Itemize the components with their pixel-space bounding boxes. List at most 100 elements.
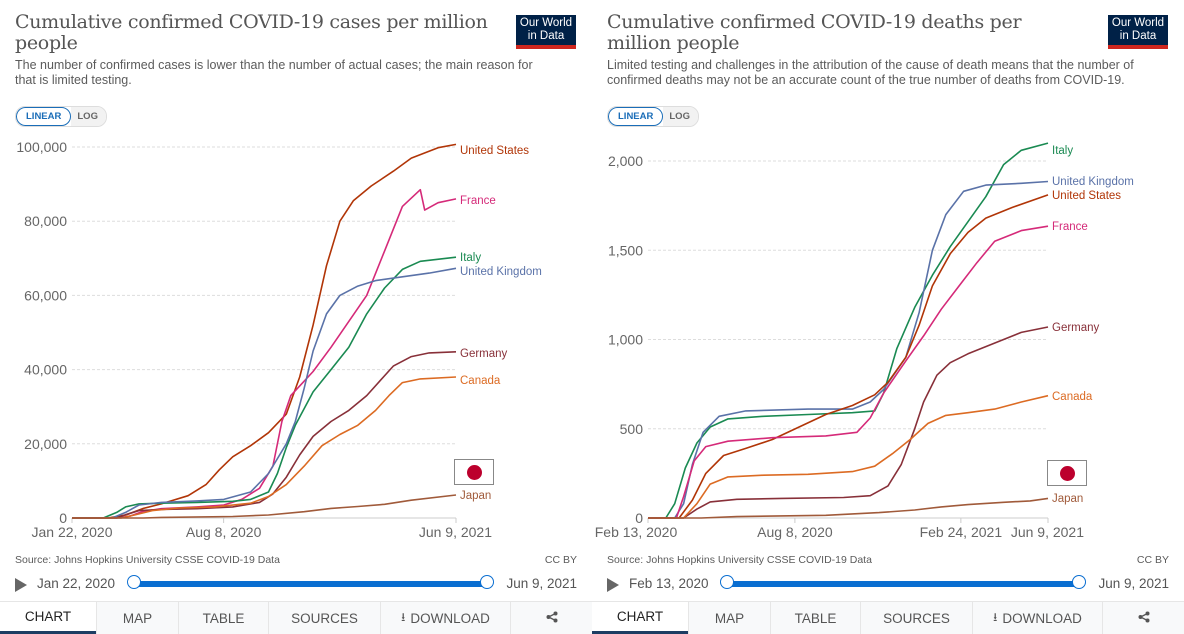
series-label-japan[interactable]: Japan bbox=[1052, 493, 1083, 505]
chart-title: Cumulative confirmed COVID-19 cases per … bbox=[15, 11, 488, 54]
scale-toggle: LINEAR LOG bbox=[15, 106, 107, 127]
timeline-end-label: Jun 9, 2021 bbox=[506, 576, 577, 591]
linear-scale-button[interactable]: LINEAR bbox=[16, 107, 72, 126]
timeline: Feb 13, 2020 Jun 9, 2021 bbox=[607, 574, 1169, 596]
x-tick-label: Jan 22, 2020 bbox=[32, 524, 113, 540]
timeline-start-handle[interactable] bbox=[127, 575, 141, 589]
y-tick-label: 500 bbox=[620, 421, 644, 437]
timeline-start-label: Feb 13, 2020 bbox=[629, 576, 709, 591]
y-tick-label: 1,000 bbox=[608, 332, 643, 348]
tab-chart[interactable]: CHART bbox=[0, 602, 96, 634]
timeline-end-handle[interactable] bbox=[1072, 575, 1086, 589]
series-label-germany[interactable]: Germany bbox=[1052, 322, 1100, 334]
tab-table-label: TABLE bbox=[202, 610, 245, 626]
series-line-italy[interactable] bbox=[72, 256, 457, 519]
tab-map[interactable]: MAP bbox=[688, 602, 770, 634]
tab-map-label: MAP bbox=[122, 610, 153, 626]
license-link[interactable]: CC BY bbox=[1136, 554, 1169, 566]
timeline-start-label: Jan 22, 2020 bbox=[37, 576, 116, 591]
series-line-canada[interactable] bbox=[648, 394, 1049, 519]
share-button[interactable] bbox=[1102, 602, 1184, 634]
tab-table[interactable]: TABLE bbox=[178, 602, 268, 634]
tab-download[interactable]: ⭳ DOWNLOAD bbox=[380, 602, 510, 634]
timeline-end-handle[interactable] bbox=[480, 575, 494, 589]
owid-logo[interactable]: Our World in Data bbox=[1108, 15, 1168, 49]
linear-scale-button[interactable]: LINEAR bbox=[608, 107, 664, 126]
series-line-united-states[interactable] bbox=[72, 143, 457, 519]
timeline: Jan 22, 2020 Jun 9, 2021 bbox=[15, 574, 577, 596]
tab-table[interactable]: TABLE bbox=[770, 602, 860, 634]
deaths-line-chart: 0 500 1,000 1,500 2,000 Feb 13, 2020 Aug 8, 20… bbox=[595, 142, 1134, 540]
y-tick-label: 0 bbox=[635, 510, 643, 526]
logo-line2: in Data bbox=[1119, 30, 1157, 42]
logo-line1: Our World bbox=[1111, 17, 1165, 29]
series-label-germany[interactable]: Germany bbox=[460, 348, 508, 360]
license-link[interactable]: CC BY bbox=[544, 554, 577, 566]
series-label-france[interactable]: France bbox=[460, 195, 496, 207]
tab-bar: CHART MAP TABLE SOURCES ⭳ DOWNLOAD bbox=[592, 601, 1184, 634]
cases-panel: Cumulative confirmed COVID-19 cases per … bbox=[0, 0, 592, 634]
x-tick-label: Aug 8, 2020 bbox=[186, 524, 262, 540]
tab-download-label: DOWNLOAD bbox=[410, 610, 490, 626]
x-tick-label: Feb 13, 2020 bbox=[595, 524, 678, 540]
series-line-germany[interactable] bbox=[648, 326, 1049, 519]
series-label-france[interactable]: France bbox=[1052, 221, 1088, 233]
log-scale-button[interactable]: LOG bbox=[663, 107, 698, 126]
series-label-united-states[interactable]: United States bbox=[1052, 190, 1121, 202]
y-tick-label: 1,500 bbox=[608, 242, 643, 258]
share-button[interactable] bbox=[510, 602, 592, 634]
tab-table-label: TABLE bbox=[794, 610, 837, 626]
series-line-canada[interactable] bbox=[72, 376, 457, 519]
share-icon bbox=[546, 611, 558, 626]
log-scale-button[interactable]: LOG bbox=[71, 107, 106, 126]
x-tick-label: Jun 9, 2021 bbox=[419, 524, 492, 540]
series-line-united-states[interactable] bbox=[648, 194, 1049, 519]
series-line-germany[interactable] bbox=[72, 351, 457, 519]
timeline-start-handle[interactable] bbox=[720, 575, 734, 589]
series-label-italy[interactable]: Italy bbox=[1052, 145, 1073, 157]
x-tick-label: Aug 8, 2020 bbox=[757, 524, 833, 540]
series-label-italy[interactable]: Italy bbox=[460, 252, 481, 264]
timeline-track[interactable] bbox=[725, 581, 1079, 587]
cases-line-chart: 0 20,000 40,000 60,000 80,000 100,000 Jan 22, … bbox=[16, 139, 542, 540]
chart-subtitle: The number of confirmed cases is lower t… bbox=[15, 58, 533, 87]
japan-flag-icon bbox=[454, 459, 494, 485]
tab-sources[interactable]: SOURCES bbox=[268, 602, 380, 634]
tab-map[interactable]: MAP bbox=[96, 602, 178, 634]
tab-download[interactable]: ⭳ DOWNLOAD bbox=[972, 602, 1102, 634]
series-line-united-kingdom[interactable] bbox=[72, 267, 457, 519]
y-tick-label: 2,000 bbox=[608, 153, 643, 169]
chart-subtitle: Limited testing and challenges in the at… bbox=[607, 58, 1134, 87]
download-icon: ⭳ bbox=[993, 609, 998, 624]
play-icon[interactable] bbox=[15, 578, 27, 592]
y-tick-label: 20,000 bbox=[24, 436, 67, 452]
series-label-canada[interactable]: Canada bbox=[460, 375, 501, 387]
series-line-france[interactable] bbox=[648, 225, 1049, 519]
y-tick-label: 60,000 bbox=[24, 287, 67, 303]
source-note[interactable]: Source: Johns Hopkins University CSSE CO… bbox=[607, 554, 872, 566]
series-line-united-kingdom[interactable] bbox=[648, 180, 1049, 519]
series-label-united-states[interactable]: United States bbox=[460, 145, 529, 157]
series-label-japan[interactable]: Japan bbox=[460, 490, 491, 502]
tab-sources-label: SOURCES bbox=[883, 610, 950, 626]
y-tick-label: 40,000 bbox=[24, 362, 67, 378]
series-label-united-kingdom[interactable]: United Kingdom bbox=[460, 266, 542, 278]
y-tick-label: 0 bbox=[59, 510, 67, 526]
source-note[interactable]: Source: Johns Hopkins University CSSE CO… bbox=[15, 554, 280, 566]
y-tick-label: 80,000 bbox=[24, 213, 67, 229]
chart-title: Cumulative confirmed COVID-19 deaths per… bbox=[607, 11, 1022, 54]
owid-logo[interactable]: Our World in Data bbox=[516, 15, 576, 49]
tab-download-label: DOWNLOAD bbox=[1002, 610, 1082, 626]
play-icon[interactable] bbox=[607, 578, 619, 592]
series-line-italy[interactable] bbox=[648, 142, 1049, 519]
series-line-japan[interactable] bbox=[648, 497, 1049, 519]
tab-sources[interactable]: SOURCES bbox=[860, 602, 972, 634]
tab-bar: CHART MAP TABLE SOURCES ⭳ DOWNLOAD bbox=[0, 601, 592, 634]
series-line-france[interactable] bbox=[72, 188, 457, 519]
timeline-track[interactable] bbox=[133, 581, 487, 587]
japan-flag-icon bbox=[1047, 460, 1087, 486]
series-label-united-kingdom[interactable]: United Kingdom bbox=[1052, 176, 1134, 188]
tab-chart[interactable]: CHART bbox=[592, 602, 688, 634]
series-label-canada[interactable]: Canada bbox=[1052, 391, 1093, 403]
series-line-japan[interactable] bbox=[72, 494, 457, 519]
